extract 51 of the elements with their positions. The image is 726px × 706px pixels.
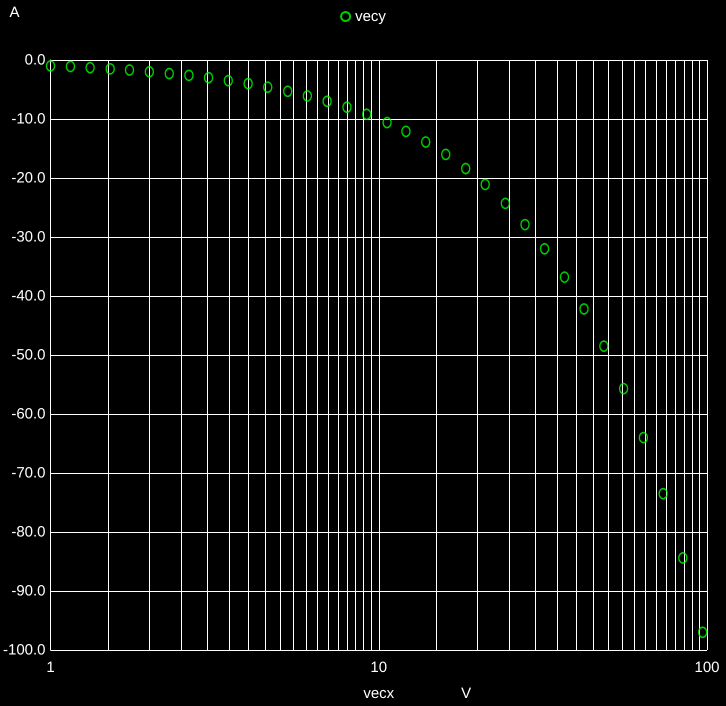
point (184, 70, 194, 82)
y-tick-label: -60.0 (11, 406, 46, 422)
point (164, 68, 174, 80)
x-tick-label: 100 (694, 659, 720, 676)
point (144, 66, 154, 78)
point (263, 81, 273, 93)
y-tick-label: -30.0 (11, 228, 46, 246)
point (46, 60, 56, 72)
y-tick-label: 0.0 (24, 52, 46, 68)
y-tick-label: -80.0 (11, 524, 46, 540)
x-tick-label: 1 (46, 659, 55, 676)
y-tick-label: -70.0 (11, 464, 46, 482)
point (105, 63, 115, 75)
y-tick-label: -20.0 (11, 170, 46, 186)
point (204, 72, 214, 84)
legend-label: vecy (355, 8, 386, 25)
point (520, 218, 530, 230)
point (698, 626, 708, 638)
y-tick-label: -10.0 (11, 110, 46, 128)
point (85, 62, 95, 74)
text: vecx V (363, 685, 472, 702)
y-tick-label: -50.0 (11, 346, 46, 364)
y-tick-label: -40.0 (11, 288, 46, 304)
point (480, 178, 490, 190)
y-tick-label: -100.0 (2, 642, 46, 658)
point (124, 64, 134, 76)
y-tick-label: -90.0 (11, 582, 46, 600)
point (243, 78, 253, 90)
point (618, 382, 628, 394)
point (560, 271, 570, 283)
point (66, 60, 76, 72)
point (500, 198, 510, 210)
point (638, 432, 648, 444)
point (362, 108, 372, 120)
point (460, 162, 470, 174)
point (579, 303, 589, 315)
y-axis-title: A (10, 4, 20, 21)
point (302, 90, 312, 102)
point (420, 136, 430, 148)
point (322, 96, 332, 108)
point (441, 148, 451, 160)
point (599, 340, 609, 352)
point (224, 74, 234, 86)
point (658, 488, 668, 500)
point (401, 126, 411, 138)
point (282, 86, 292, 98)
point (342, 101, 352, 113)
point (382, 116, 392, 128)
point (678, 552, 688, 564)
x-tick-label: 10 (370, 659, 388, 676)
point (540, 243, 550, 255)
